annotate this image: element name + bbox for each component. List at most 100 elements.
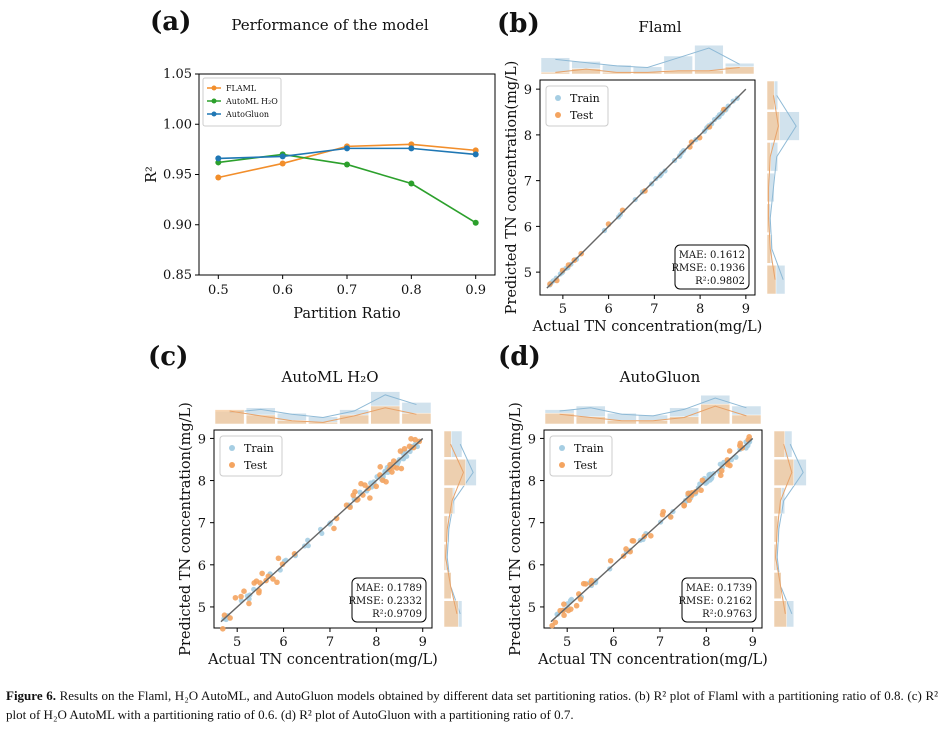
panel-d-ytick-label: 6: [528, 559, 536, 574]
figure-caption: Figure 6. Results on the Flaml, H₂O Auto…: [6, 686, 938, 724]
panel-a-point: [279, 160, 286, 167]
panel-c-test-point: [253, 578, 260, 584]
panel-c-test-point: [279, 561, 286, 567]
panel-c-ytick-label: 5: [198, 601, 206, 616]
panel-a-point: [215, 155, 222, 162]
panel-d-test-point: [660, 508, 667, 515]
panel-b-legend-train: Train: [570, 92, 600, 105]
panel-d-ytick-label: 5: [528, 601, 536, 616]
panel-a-point: [279, 153, 286, 160]
panel-b-stats-box: [674, 244, 750, 290]
panel-b-xlabel: Actual TN concentration(mg/L): [532, 319, 763, 335]
panel-c-xtick-label: 6: [279, 635, 287, 650]
panel-c-hist-right-bar: [443, 487, 454, 515]
panel-d-xlabel: Actual TN concentration(mg/L): [537, 652, 768, 668]
panel-a-point: [344, 145, 350, 152]
panel-a-title: Performance of the model: [231, 16, 429, 34]
panel-d-ytick-label: 8: [528, 475, 536, 490]
panel-b-hist-right-bar: [766, 80, 775, 110]
panel-c-hist-top-bar: [401, 412, 432, 425]
panel-b: (b) Flaml 5 5 6 6 7 7 8 8 9 9 Actual TN concentratio…: [497, 9, 800, 335]
panel-d-legend-train-marker: [559, 445, 565, 451]
panel-c-test-point: [238, 593, 244, 600]
panel-d-stat-r2: R²:0.9763: [702, 609, 752, 620]
panel-a-xtick-label: 0.9: [465, 283, 486, 298]
panel-c-legend-train-marker: [229, 445, 235, 451]
panel-c-xtick-label: 8: [372, 635, 380, 650]
panel-c-hist-top-kde: [229, 407, 417, 423]
panel-a-legend-marker: [211, 85, 217, 91]
panel-c-test-point: [397, 448, 404, 454]
panel-b-test-point: [706, 124, 713, 130]
panel-b-legend-test: Test: [570, 109, 594, 122]
panel-c-xtick-label: 5: [233, 635, 241, 650]
panel-d-hist-right-bar: [773, 487, 782, 515]
panel-a-point: [472, 151, 479, 158]
panel-c-frame: [213, 429, 433, 629]
panel-b-test-point: [565, 262, 572, 268]
panel-d-test-point: [681, 502, 687, 509]
panel-b-ylabel: Predicted TN concentration(mg/L): [504, 61, 520, 315]
panel-d-hist-right-bar: [773, 572, 782, 599]
panel-d-legend-box: [549, 435, 613, 477]
panel-b-ytick-label: 7: [524, 175, 532, 190]
panel-a-ytick-label: 1.05: [163, 67, 192, 82]
panel-c-letter: (c): [148, 342, 188, 372]
panel-b-hist-top-bar: [540, 71, 570, 75]
panel-d-test-point: [623, 546, 629, 552]
panel-d-test-point: [577, 596, 584, 602]
panel-c-ytick-label: 9: [198, 432, 206, 447]
panel-d-legend-test-marker: [559, 462, 565, 468]
panel-b-test-point: [688, 139, 695, 145]
panel-b-stat-rmse: RMSE: 0.1936: [672, 263, 745, 274]
panel-c-xtick-label: 9: [419, 635, 427, 650]
panel-d-test-point: [698, 487, 704, 494]
panel-c-xtick-label: 7: [326, 635, 334, 650]
panel-b-fit-line: [546, 88, 747, 289]
panel-d-test-point: [699, 477, 706, 484]
panel-b-hist-right-kde: [769, 95, 797, 280]
panel-d-hist-top-bar: [669, 416, 699, 425]
panel-c-test-point: [401, 445, 408, 452]
panel-c-hist-right-bar: [443, 572, 452, 599]
panel-a-xtick-label: 0.7: [337, 283, 358, 298]
panel-d-fit-line: [550, 437, 754, 623]
panel-b-xtick-label: 9: [742, 302, 750, 317]
panel-c-stat-mae: MAE: 0.1789: [356, 583, 422, 594]
panel-d-hist-top-bar: [731, 414, 762, 425]
panel-a-point: [408, 145, 415, 152]
panel-b-hist-right-kde: [768, 95, 779, 280]
panel-d-test-point: [552, 619, 559, 626]
panel-b-title: Flaml: [638, 18, 681, 36]
panel-c-test-point: [377, 464, 384, 470]
panel-b-ytick-label: 8: [524, 129, 532, 144]
panel-d-test-point: [717, 472, 724, 479]
panel-c-test-point: [398, 465, 405, 472]
panel-d-hist-right-bar: [773, 430, 786, 458]
panel-d-hist-right-bar: [773, 459, 795, 486]
panel-d: (d) AutoGluon 5 5 6 6 7 7 8 8 9 9 Actual TN concentr…: [498, 342, 807, 668]
panel-d-title: AutoGluon: [619, 368, 701, 386]
panel-b-xtick-label: 8: [696, 302, 704, 317]
panel-d-xtick-label: 8: [702, 635, 710, 650]
panel-a-legend-label: AutoML H₂O: [225, 97, 278, 106]
panel-d-stat-mae: MAE: 0.1739: [686, 583, 752, 594]
panel-c-ylabel: Predicted TN concentration(mg/L): [178, 402, 194, 656]
panel-c-legend-test: Test: [244, 459, 268, 472]
panel-b-test-point: [687, 144, 693, 150]
panel-d-test-point: [667, 514, 674, 520]
panel-c-hist-top-bar: [214, 409, 245, 425]
panel-c-hist-top-kde: [229, 394, 417, 419]
panel-c-test-point: [270, 576, 276, 582]
panel-b-legend-test-marker: [555, 112, 561, 118]
panel-c-test-point: [331, 525, 337, 532]
panel-c-hist-right-bar: [443, 600, 459, 628]
panel-c-test-point: [275, 555, 282, 562]
panel-a-ytick-label: 1.00: [163, 117, 192, 132]
panel-b-hist-top-kde: [555, 47, 740, 69]
panel-c-hist-top-bar: [339, 414, 369, 425]
panel-b-legend-box: [545, 85, 609, 127]
panel-b-hist-right-bar: [766, 265, 777, 295]
panel-d-ytick-label: 7: [528, 517, 536, 532]
panel-b-letter: (b): [497, 9, 540, 39]
